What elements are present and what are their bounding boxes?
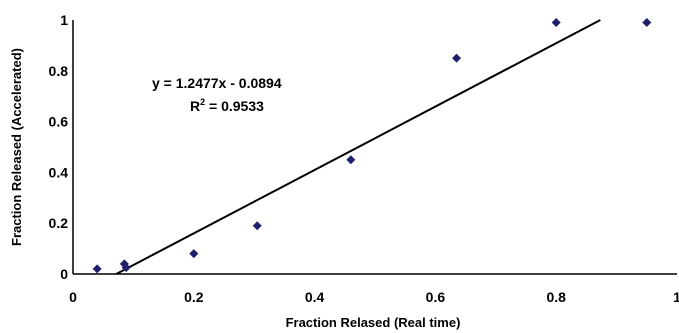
data-points	[92, 18, 652, 274]
x-tick-label: 0.2	[184, 289, 204, 305]
data-point	[346, 155, 356, 165]
x-tick-label: 0.8	[546, 289, 566, 305]
y-tick-label: 1	[60, 12, 68, 28]
data-point	[551, 18, 561, 28]
x-tick-label: 0.6	[426, 289, 446, 305]
data-point	[642, 18, 652, 28]
trendline	[115, 19, 601, 275]
y-tick-label: 0	[60, 266, 68, 282]
equation-label: y = 1.2477x - 0.0894	[152, 75, 282, 91]
data-point	[92, 264, 102, 274]
y-tick-label: 0.4	[49, 164, 69, 180]
axes	[72, 20, 677, 275]
r-squared-sup: 2	[200, 97, 205, 107]
y-tick-label: 0.2	[49, 215, 69, 231]
tick-labels: 0 0.2 0.4 0.6 0.8 1 0 0.2 0.4 0.6 0.8 1	[49, 12, 679, 305]
x-tick-label: 0.4	[305, 289, 325, 305]
y-tick-label: 0.6	[49, 114, 69, 130]
r-squared-label: R2 = 0.9533	[190, 97, 264, 114]
y-tick-label: 0.8	[49, 63, 69, 79]
data-point	[252, 221, 262, 231]
r-squared-r: R	[190, 98, 200, 114]
data-point	[189, 249, 199, 259]
x-tick-label: 1	[673, 289, 679, 305]
x-axis-title: Fraction Relased (Real time)	[286, 315, 461, 330]
data-point	[121, 263, 131, 273]
x-tick-label: 0	[69, 289, 77, 305]
trendline-group	[115, 19, 601, 275]
y-axis-title: Fraction Released (Accelerated)	[9, 48, 24, 246]
r-squared-value: = 0.9533	[205, 98, 264, 114]
data-point	[452, 53, 462, 63]
